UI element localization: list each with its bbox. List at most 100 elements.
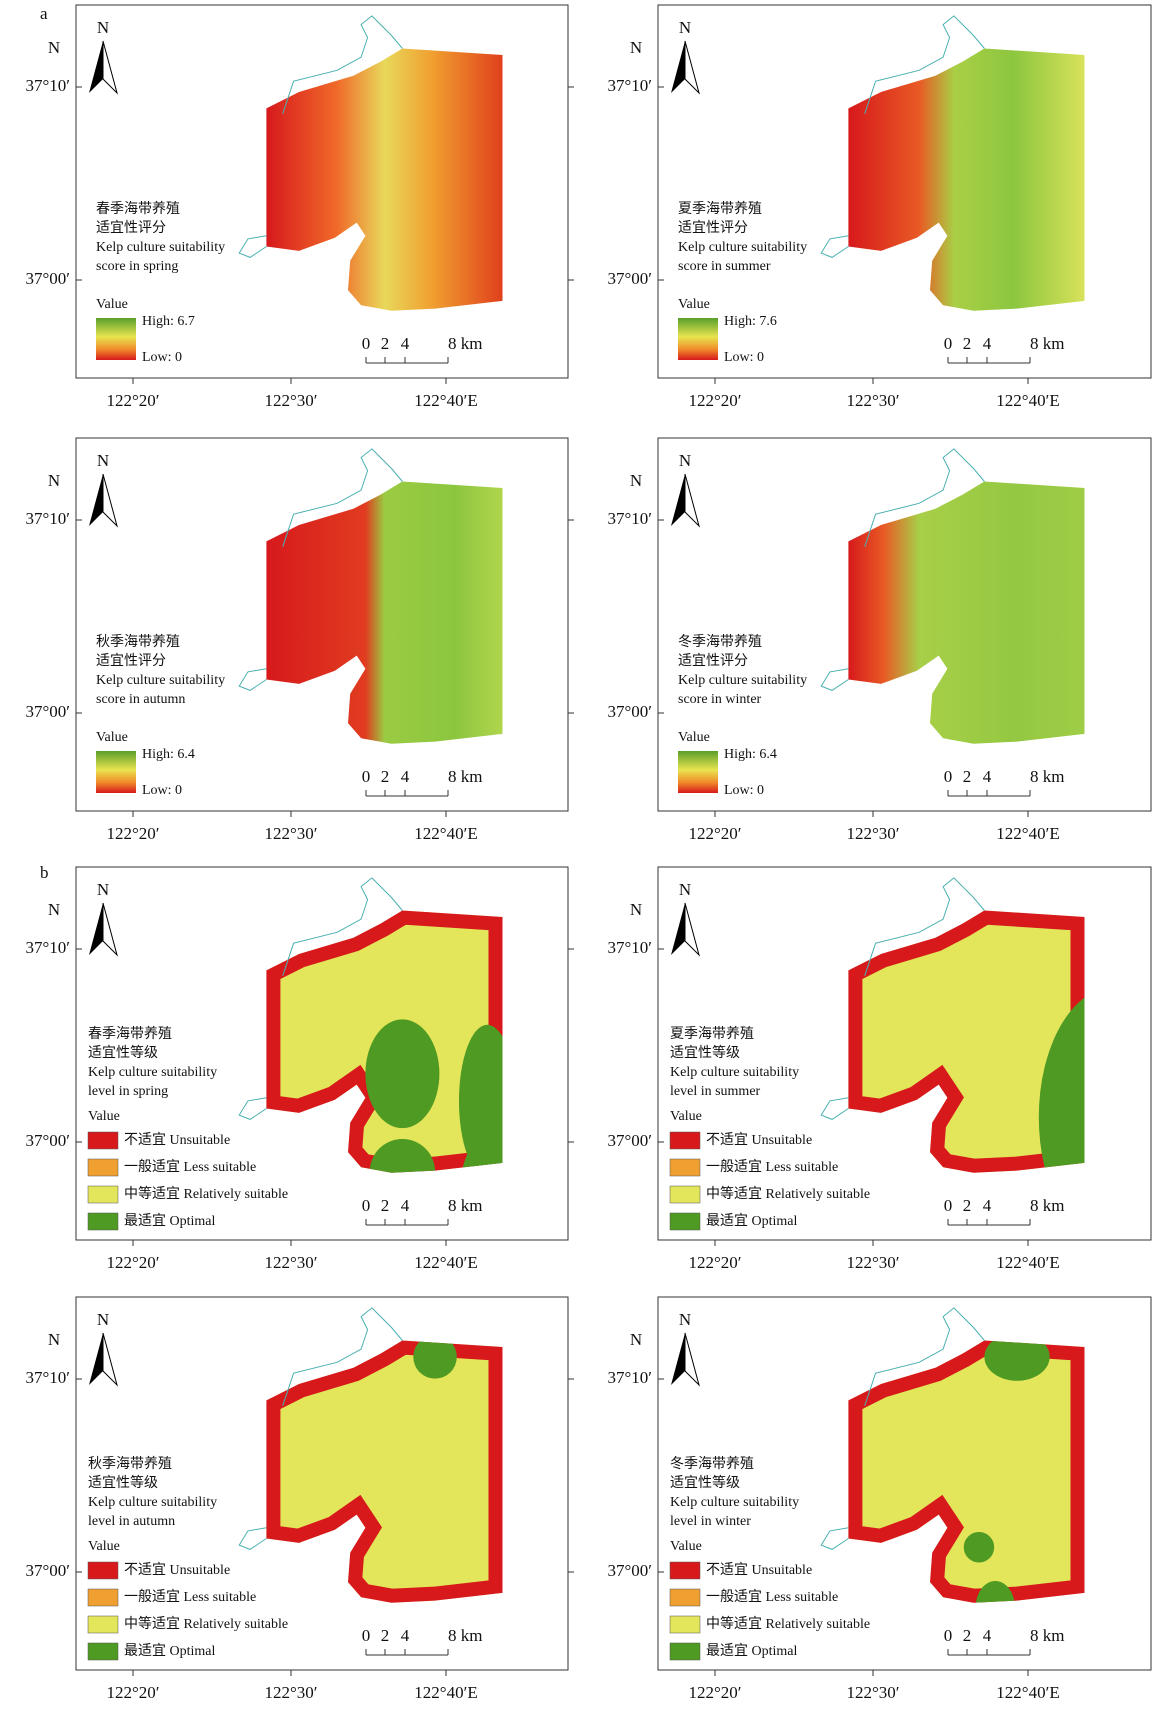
north-arrow [89,41,103,93]
color-ramp [678,751,718,793]
legend-label: 一般适宜 Less suitable [706,1589,838,1605]
legend-swatch [669,1158,701,1177]
legend-swatch [669,1131,701,1150]
lon-label: 122°40′E [414,1683,477,1702]
legend-title: 适宜性等级 [670,1474,740,1491]
legend-label: 一般适宜 Less suitable [124,1159,256,1175]
coastline [238,235,267,258]
north-label: N [630,471,642,490]
optimal-zone [975,1580,1015,1603]
lon-label: 122°30′ [264,1683,317,1702]
legend-title: Kelp culture suitability [670,1065,799,1080]
legend-high: High: 7.6 [724,314,777,329]
legend-title: Kelp culture suitability [88,1495,217,1510]
north-arrow [89,474,103,526]
lon-label: 122°20′ [106,1253,159,1272]
north-arrow [671,1333,685,1385]
north-label: N [48,471,60,490]
scale-label: 8 km [1030,1196,1064,1215]
north-label: N [48,900,60,919]
legend-title: score in spring [96,259,178,274]
legend-title: Kelp culture suitability [96,240,225,255]
optimal-zone [458,1024,503,1173]
north-arrow [102,902,118,957]
legend-label: 不适宜 Unsuitable [706,1562,812,1578]
north-arrow [102,40,118,95]
legend-swatch [669,1588,701,1607]
north-label: N [48,1330,60,1349]
coastline [864,15,985,114]
scale-label: 2 [381,767,390,786]
lon-label: 122°40′E [996,391,1059,410]
color-ramp [96,318,136,360]
legend-swatch [669,1615,701,1634]
scale-label: 0 [362,767,371,786]
legend-title: score in winter [678,692,762,707]
legend-label: 一般适宜 Less suitable [706,1159,838,1175]
lat-label: 37°10′ [607,76,652,95]
lat-label: 37°10′ [25,1368,70,1387]
lon-label: 122°40′E [996,1253,1059,1272]
legend-low: Low: 0 [724,350,764,365]
coastline [282,1307,403,1406]
legend-swatch [87,1131,119,1150]
legend-low: Low: 0 [142,350,182,365]
map-panel: N N 37°10′ 37°00′ 122°20′ 122°30′ 122°40′E 0 2 4 8… [607,1296,1152,1702]
north-arrow [89,1333,103,1385]
map-panel: N N 37°10′ 37°00′ 122°20′ 122°30′ 122°40′E 0 2 4 8… [25,1296,574,1702]
north-arrow [671,474,685,526]
color-ramp [96,751,136,793]
north-arrow-label: N [679,451,691,470]
group-label: b [40,863,49,882]
lat-label: 37°10′ [607,1368,652,1387]
legend-title: 春季海带养殖 [88,1025,172,1042]
optimal-zones [413,1340,457,1379]
lat-label: 37°10′ [25,76,70,95]
north-arrow-label: N [97,1310,109,1329]
scale-label: 0 [944,767,953,786]
lon-label: 122°40′E [414,391,477,410]
legend-label: 最适宜 Optimal [706,1213,797,1229]
scale-label: 4 [983,1626,992,1645]
lon-label: 122°30′ [264,824,317,843]
legend-value: Value [88,1539,120,1554]
north-arrow-label: N [97,18,109,37]
sea-area [266,481,503,744]
coastline [820,1097,849,1120]
lat-label: 37°00′ [25,702,70,721]
legend-title: 秋季海带养殖 [96,633,180,650]
scale-label: 0 [362,1196,371,1215]
map-panel: N N 37°10′ 37°00′ 122°20′ 122°30′ 122°40′E 0 2 4 8… [25,4,574,410]
coastline [238,668,267,691]
scale-label: 2 [381,334,390,353]
coastline [238,1097,267,1120]
north-arrow-label: N [679,18,691,37]
map-panel: N N 37°10′ 37°00′ 122°20′ 122°30′ 122°40′E 0 2 4 8… [607,437,1152,843]
scale-label: 8 km [1030,334,1064,353]
legend-title: Kelp culture suitability [670,1495,799,1510]
legend-swatch [669,1561,701,1580]
legend-label: 不适宜 Unsuitable [124,1562,230,1578]
legend-label: 一般适宜 Less suitable [124,1589,256,1605]
lat-label: 37°00′ [607,1561,652,1580]
lon-label: 122°20′ [688,391,741,410]
lon-label: 122°40′E [996,824,1059,843]
legend-title: 冬季海带养殖 [678,633,762,650]
legend-label: 中等适宜 Relatively suitable [706,1185,870,1202]
scale-label: 2 [381,1626,390,1645]
coastline [282,448,403,547]
legend-title: level in autumn [88,1514,175,1529]
legend-label: 不适宜 Unsuitable [706,1132,812,1148]
legend-high: High: 6.4 [724,747,777,762]
lat-label: 37°10′ [607,509,652,528]
north-arrow-label: N [97,451,109,470]
scale-label: 8 km [448,1626,482,1645]
legend-label: 中等适宜 Relatively suitable [706,1615,870,1632]
legend-swatch [87,1642,119,1661]
legend-title: 夏季海带养殖 [678,200,762,217]
coastline [820,668,849,691]
lon-label: 122°30′ [846,824,899,843]
coastline [820,235,849,258]
